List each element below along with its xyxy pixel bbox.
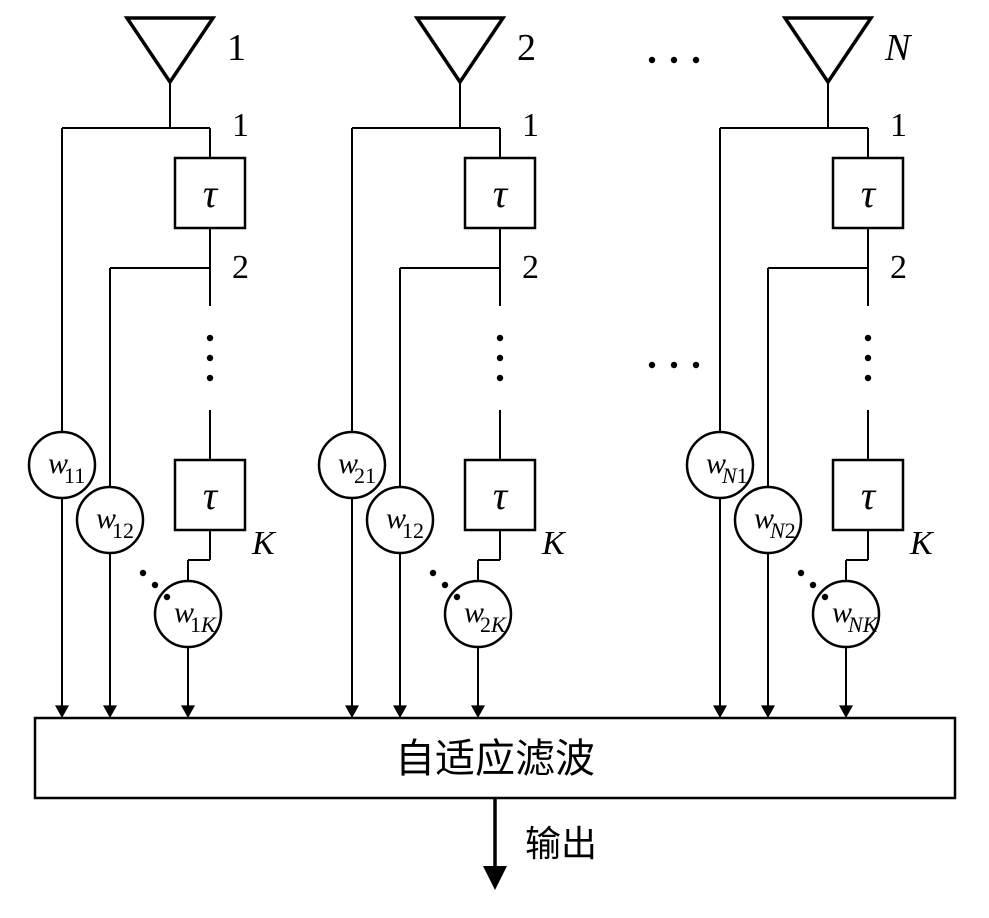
svg-text:τ: τ bbox=[493, 473, 509, 518]
tapK-label: K bbox=[541, 525, 567, 562]
antenna-icon bbox=[127, 18, 213, 82]
svg-text:12: 12 bbox=[112, 518, 134, 543]
diagram-canvas: 自适应滤波11τ2τKw11w12w1K21τ2τKw21w12w2KN1τ2τ… bbox=[0, 0, 989, 918]
combiner-label: 自适应滤波 bbox=[395, 736, 595, 781]
svg-text:21: 21 bbox=[354, 463, 376, 488]
output-label: 输出 bbox=[525, 824, 597, 864]
weight-w1: wN1 bbox=[687, 432, 753, 498]
svg-text:τ: τ bbox=[203, 473, 219, 518]
antenna-branch-2: 21τ2τKw21w12w2K bbox=[319, 18, 567, 718]
weight-wK: w2K bbox=[445, 581, 511, 647]
tapK-label: K bbox=[251, 525, 277, 562]
svg-text:1K: 1K bbox=[190, 612, 217, 637]
antenna-label: N bbox=[884, 27, 913, 69]
weight-wK: wNK bbox=[813, 581, 879, 647]
svg-text:τ: τ bbox=[203, 171, 219, 216]
svg-text:τ: τ bbox=[493, 171, 509, 216]
combiner-box: 自适应滤波 bbox=[35, 718, 955, 798]
tap2-label: 2 bbox=[890, 249, 907, 286]
svg-text:2K: 2K bbox=[480, 612, 507, 637]
svg-text:τ: τ bbox=[861, 473, 877, 518]
weight-w1: w21 bbox=[319, 432, 385, 498]
svg-text:τ: τ bbox=[861, 171, 877, 216]
svg-text:N2: N2 bbox=[769, 518, 796, 543]
weight-w1: w11 bbox=[29, 432, 95, 498]
svg-text:N1: N1 bbox=[721, 463, 748, 488]
tapK-label: K bbox=[909, 525, 935, 562]
tap1-label: 1 bbox=[522, 107, 539, 144]
tap2-label: 2 bbox=[522, 249, 539, 286]
tap1-label: 1 bbox=[232, 107, 249, 144]
output-arrow: 输出 bbox=[483, 798, 597, 890]
tap2-label: 2 bbox=[232, 249, 249, 286]
antenna-icon bbox=[785, 18, 871, 82]
antenna-label: 2 bbox=[517, 27, 536, 69]
antenna-icon bbox=[417, 18, 503, 82]
svg-text:NK: NK bbox=[847, 612, 879, 637]
weight-w2: w12 bbox=[367, 487, 433, 553]
weight-w2: wN2 bbox=[735, 487, 801, 553]
weight-w2: w12 bbox=[77, 487, 143, 553]
antenna-branch-3: N1τ2τKwN1wN2wNK bbox=[687, 18, 935, 718]
antenna-label: 1 bbox=[227, 27, 246, 69]
tap1-label: 1 bbox=[890, 107, 907, 144]
weight-wK: w1K bbox=[155, 581, 221, 647]
svg-text:11: 11 bbox=[64, 463, 85, 488]
antenna-branch-1: 11τ2τKw11w12w1K bbox=[29, 18, 277, 718]
svg-text:12: 12 bbox=[402, 518, 424, 543]
